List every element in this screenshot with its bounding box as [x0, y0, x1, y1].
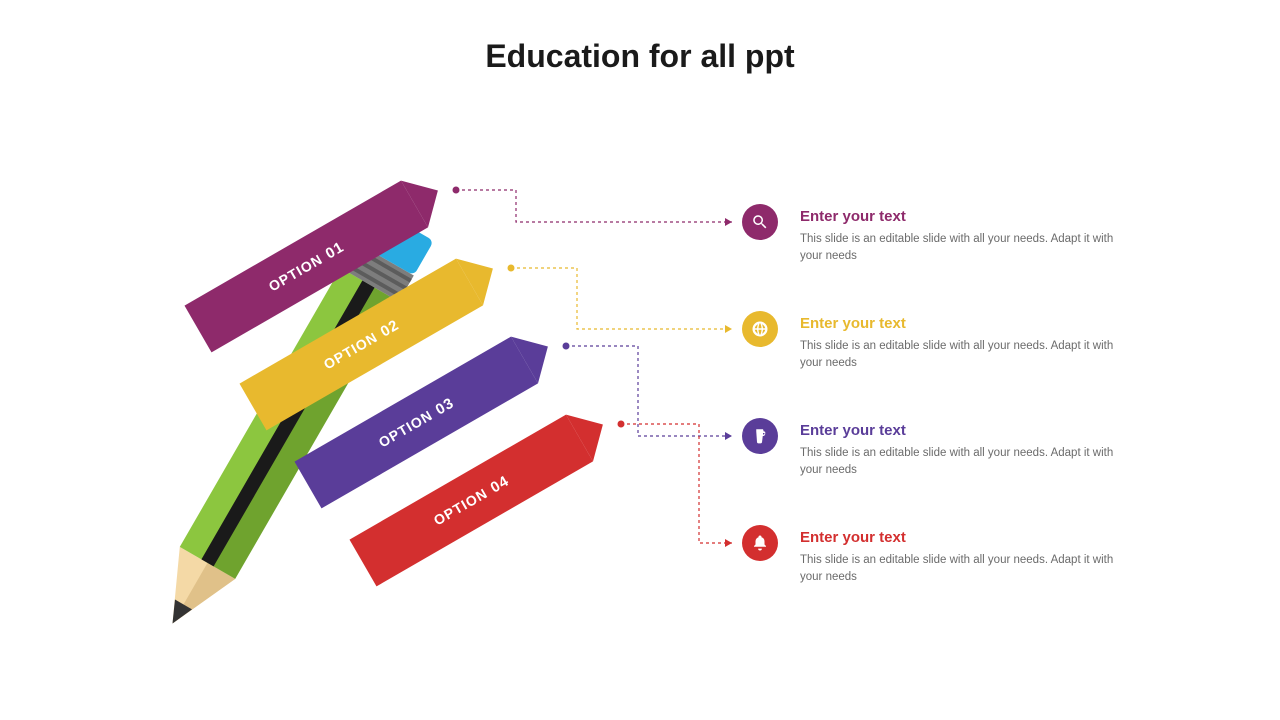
option-number: 04	[487, 472, 512, 496]
info-heading: Enter your text	[800, 529, 1120, 546]
info-block-4: Enter your text This slide is an editable…	[800, 529, 1120, 587]
option-label: OPTION	[431, 484, 491, 528]
info-block-1: Enter your text This slide is an editable…	[800, 208, 1120, 266]
info-body: This slide is an editable slide with all…	[800, 552, 1120, 587]
info-heading: Enter your text	[800, 422, 1120, 439]
option-number: 02	[377, 316, 402, 340]
info-heading: Enter your text	[800, 315, 1120, 332]
option-label: OPTION	[321, 328, 381, 372]
search-icon	[742, 204, 778, 240]
option-number: 01	[322, 238, 347, 262]
cup-icon	[742, 418, 778, 454]
info-body: This slide is an editable slide with all…	[800, 338, 1120, 373]
info-block-2: Enter your text This slide is an editable…	[800, 315, 1120, 373]
option-label: OPTION	[376, 406, 436, 450]
option-number: 03	[432, 394, 457, 418]
bell-icon	[742, 525, 778, 561]
option-label: OPTION	[266, 250, 326, 294]
info-block-3: Enter your text This slide is an editable…	[800, 422, 1120, 480]
info-body: This slide is an editable slide with all…	[800, 231, 1120, 266]
info-heading: Enter your text	[800, 208, 1120, 225]
globe-icon	[742, 311, 778, 347]
info-body: This slide is an editable slide with all…	[800, 445, 1120, 480]
